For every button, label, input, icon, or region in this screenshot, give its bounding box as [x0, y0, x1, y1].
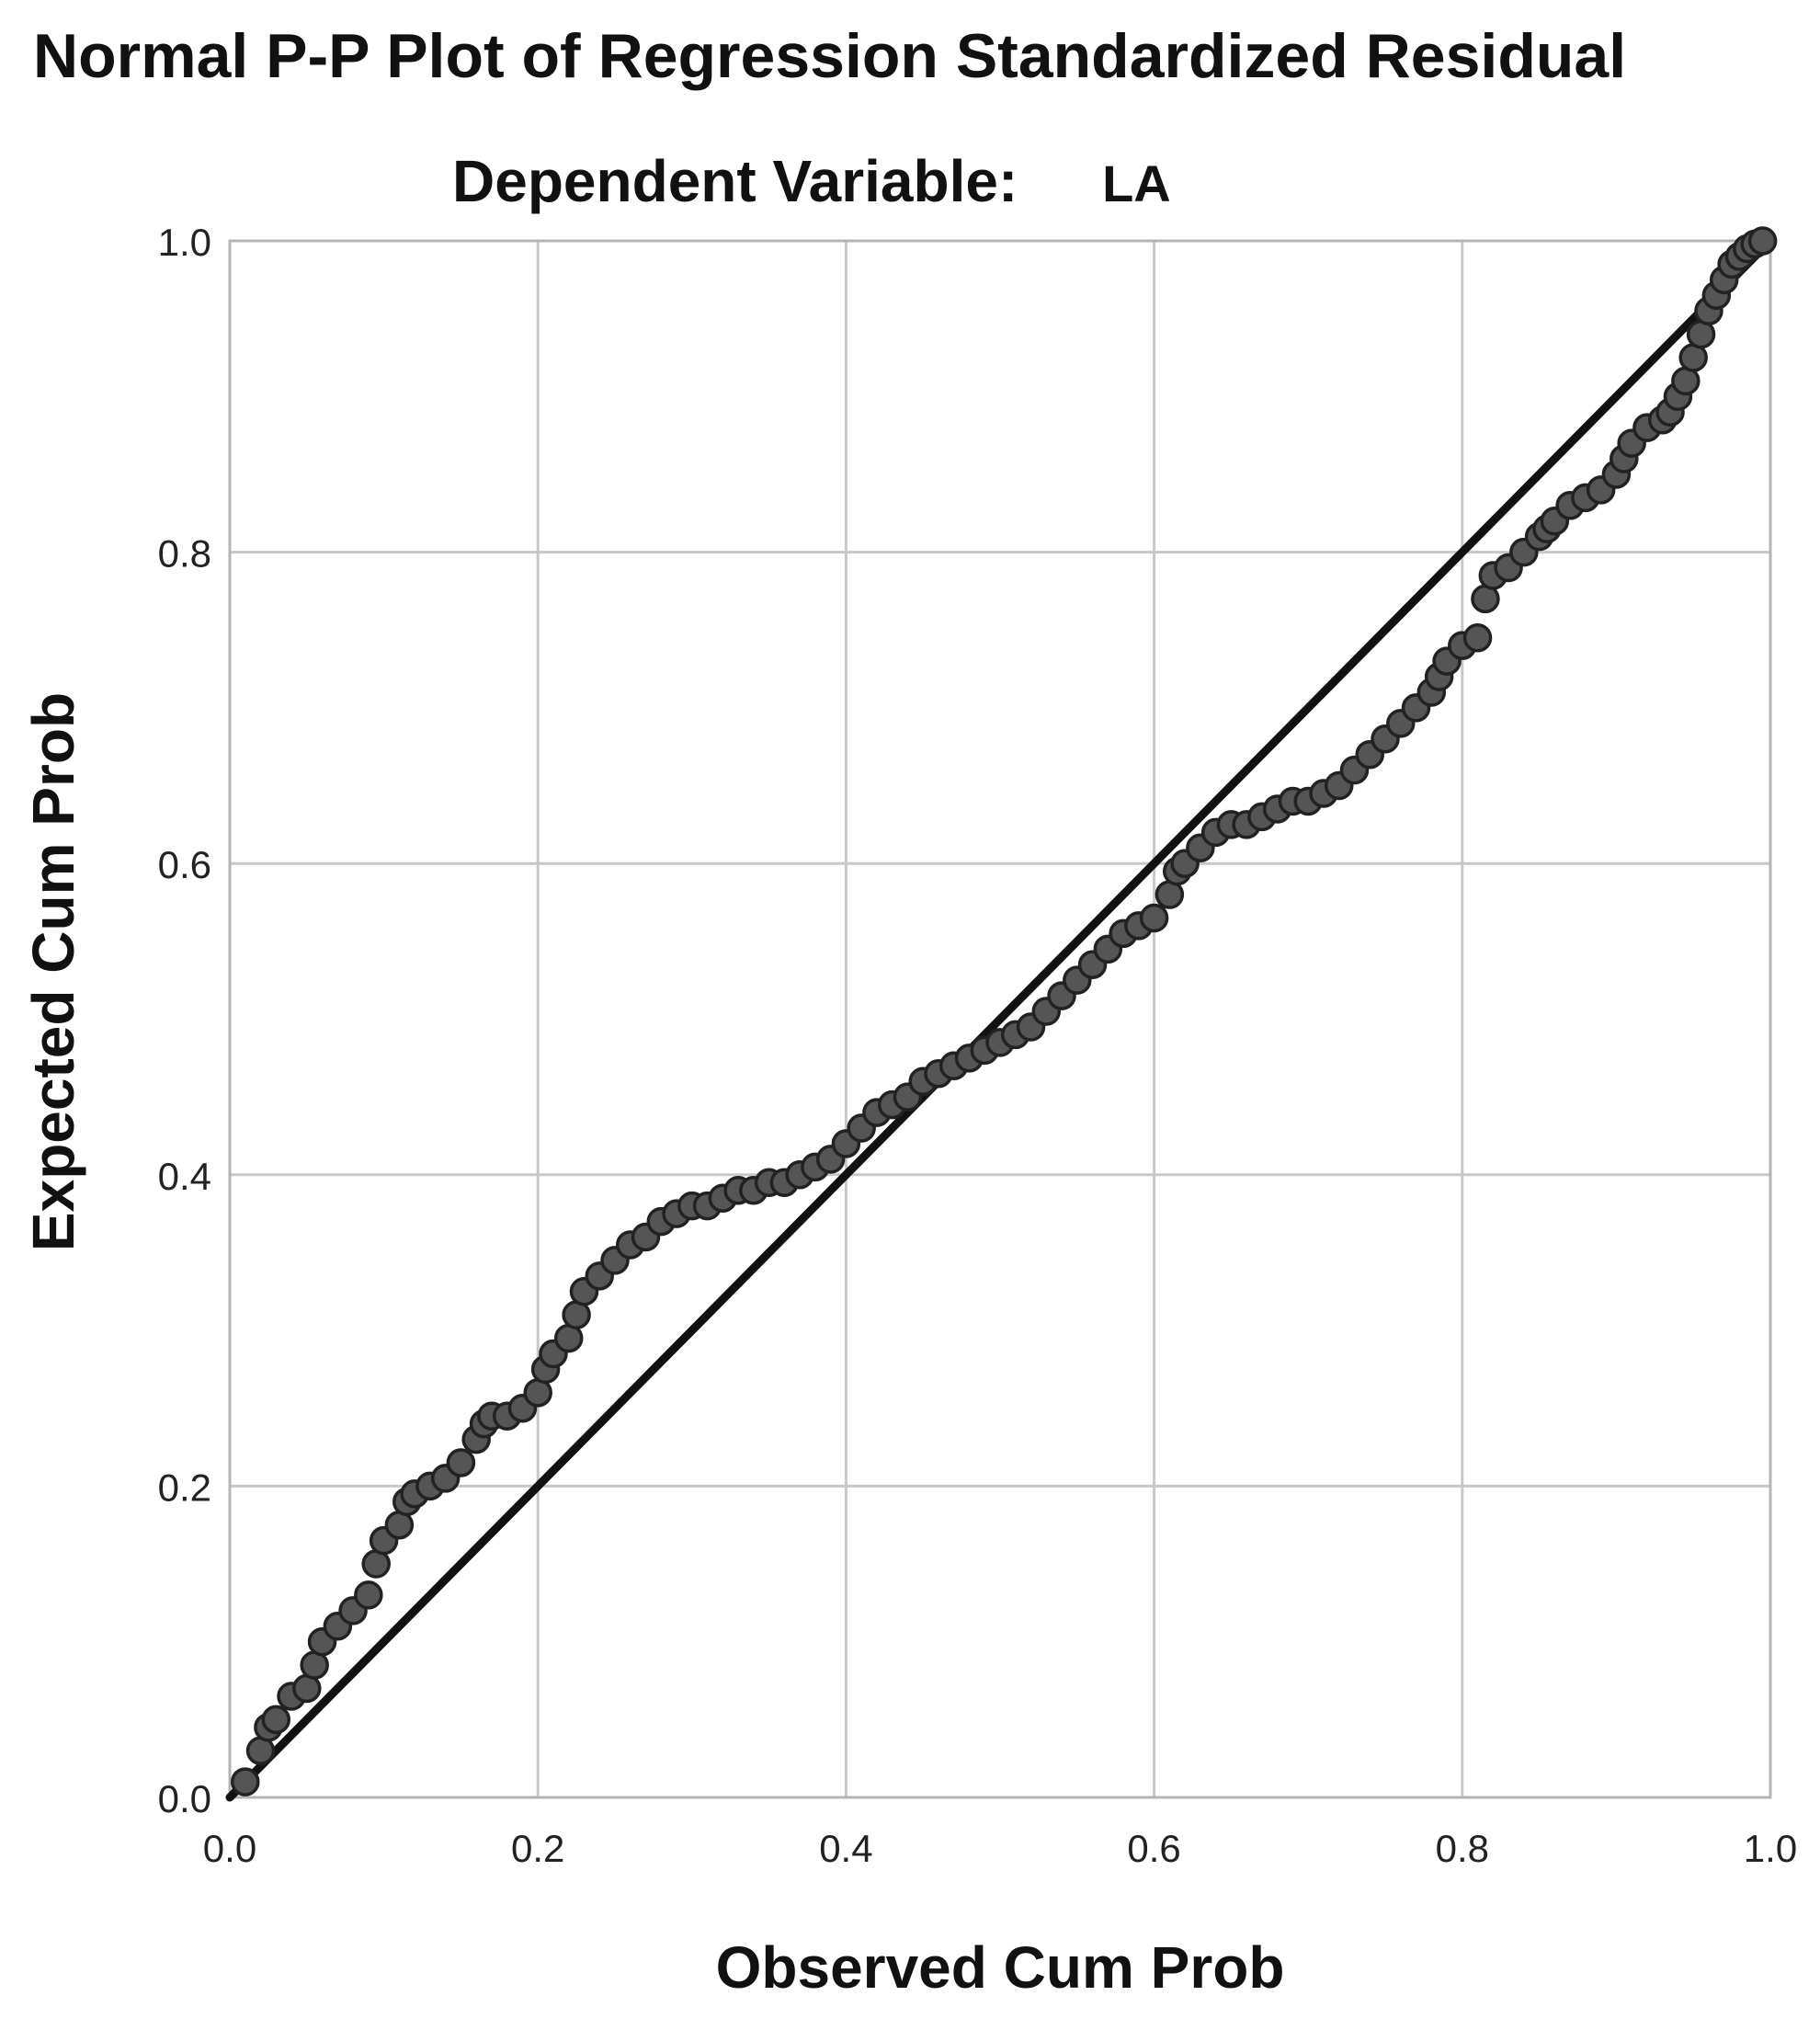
data-points	[231, 226, 1778, 1796]
plot-frame	[228, 239, 1772, 1799]
data-point	[261, 1705, 291, 1735]
x-axis-title: Observed Cum Prob	[716, 1934, 1285, 2001]
chart-title: Normal P-P Plot of Regression Standardiz…	[33, 21, 1627, 91]
y-tick-label: 0.0	[158, 1777, 211, 1820]
plot-border	[228, 239, 1772, 1799]
y-axis-title: Expected Cum Prob	[20, 692, 86, 1251]
data-point	[1747, 226, 1778, 256]
y-tick-label: 0.8	[158, 532, 211, 576]
dependent-variable-label: Dependent Variable:	[452, 148, 1018, 214]
x-tick-label: 0.0	[203, 1827, 256, 1870]
chart-subtitle: Dependent Variable: LA	[452, 147, 1171, 215]
data-point	[1139, 903, 1169, 933]
y-tick-label: 1.0	[158, 221, 211, 264]
dependent-variable-value: LA	[1102, 154, 1171, 212]
reference-line-group	[225, 236, 1775, 1802]
x-tick-label: 1.0	[1744, 1827, 1797, 1870]
data-point	[231, 1767, 260, 1796]
x-tick-label: 0.2	[511, 1827, 564, 1870]
data-point	[446, 1448, 476, 1477]
y-tick-label: 0.6	[158, 843, 211, 886]
reference-line	[225, 236, 1775, 1802]
grid	[228, 239, 1772, 1799]
y-tick-label: 0.4	[158, 1155, 211, 1198]
y-tick-labels: 0.0 0.2 0.4 0.6 0.8 1.0	[158, 221, 211, 1820]
x-tick-label: 0.8	[1436, 1827, 1489, 1870]
data-point	[354, 1580, 383, 1610]
x-tick-label: 0.6	[1127, 1827, 1180, 1870]
data-point	[1462, 622, 1493, 653]
x-tick-label: 0.4	[819, 1827, 872, 1870]
y-tick-label: 0.2	[158, 1465, 211, 1509]
x-tick-labels: 0.0 0.2 0.4 0.6 0.8 1.0	[203, 1827, 1797, 1870]
